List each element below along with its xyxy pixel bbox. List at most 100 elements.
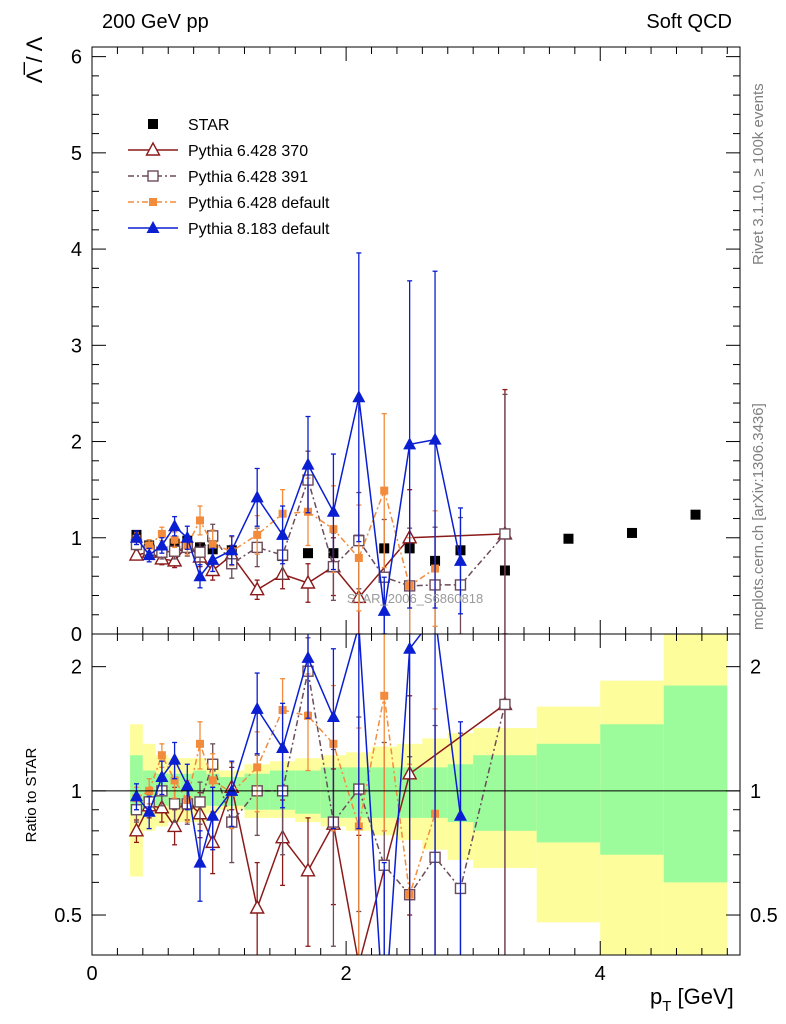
x-tick-label: 0 (86, 963, 97, 985)
rivet-note: Rivet 3.1.10, ≥ 100k events (750, 83, 767, 265)
ratio-p391-point (168, 798, 181, 810)
main-p8-point (352, 390, 366, 403)
main-p8-point (250, 490, 264, 503)
ratio-band-green (600, 724, 664, 855)
main-p8-point (428, 432, 442, 445)
ratio-panel-series (128, 634, 513, 1024)
main-y-tick-label: 2 (71, 432, 82, 454)
ratio-y-tick-label: 1 (71, 781, 82, 803)
axes: 0 2 4 0 1 2 3 4 5 6 0.5 0.5 1 1 2 2 (54, 46, 778, 985)
ratio-y-tick-label: 0.5 (54, 905, 82, 927)
ratio-p8-point (155, 770, 169, 783)
ratio-p8-point (206, 808, 220, 821)
analysis-watermark: STAR_2006_S6860818 (347, 591, 483, 606)
main-p6def-point (380, 486, 389, 495)
ratio-band-green (663, 685, 728, 883)
legend-label: Pythia 8.183 default (188, 221, 330, 238)
main-y-tick-label: 1 (71, 528, 82, 550)
legend-marker (149, 198, 157, 206)
ratio-y-tick-label-right: 1 (750, 781, 761, 803)
main-p370-point (249, 581, 265, 596)
main-p6def-point (145, 541, 154, 550)
ratio-p6def-point (170, 776, 179, 785)
ratio-p8-point (225, 783, 239, 796)
ratio-p8-point (326, 710, 340, 723)
ratio-p6def-point (157, 751, 166, 760)
ratio-p391-point (194, 796, 206, 808)
header-left: 200 GeV pp (102, 11, 209, 33)
ratio-p6def-point (380, 691, 389, 700)
main-star-point (627, 527, 637, 538)
ratio-band-green (295, 770, 321, 814)
legend-label: Pythia 6.428 370 (188, 143, 308, 160)
legend-label: Pythia 6.428 default (188, 195, 330, 212)
ratio-y-axis-label: Ratio to STAR (23, 747, 40, 842)
main-panel-series (128, 252, 701, 634)
ratio-p6def-point (253, 763, 262, 772)
main-p391-line (136, 477, 506, 587)
legend-marker (148, 119, 158, 129)
main-y-tick-label: 6 (71, 47, 82, 69)
ratio-p8-point (250, 701, 264, 714)
main-p8-point (326, 504, 340, 517)
x-tick-label: 4 (595, 963, 606, 985)
legend-item-p8: Pythia 8.183 default (128, 221, 330, 238)
legend-item-p370: Pythia 6.428 370 (128, 141, 308, 160)
ratio-p6def-point (196, 739, 204, 748)
main-p391-point (499, 528, 511, 540)
legend-marker (146, 221, 160, 233)
main-p8-point (453, 553, 467, 566)
legend-marker (145, 141, 161, 156)
main-p8-point (377, 603, 391, 616)
ratio-p8-point (142, 804, 156, 817)
ratio-p370-point (352, 957, 365, 969)
ratio-p370-point (128, 822, 145, 837)
main-p8-point (276, 527, 290, 540)
legend-item-star: STAR (148, 117, 229, 134)
main-p8-point (142, 548, 156, 561)
ratio-p391-point (499, 698, 511, 711)
ratio-p8-point (301, 650, 315, 663)
legend-label: Pythia 6.428 391 (188, 169, 308, 186)
main-p8-point (225, 543, 239, 556)
legend-label: STAR (188, 117, 229, 134)
main-p8-point (206, 552, 220, 565)
ratio-p370-point (166, 817, 183, 833)
main-p8-point (129, 530, 143, 543)
ratio-p8-point (453, 808, 467, 821)
mcplots-note: mcplots.cern.ch [arXiv:1306.3436] (750, 403, 767, 630)
main-p8-point (180, 530, 194, 543)
ratio-uncertainty-bands (130, 634, 728, 955)
main-star-point (303, 548, 313, 559)
ratio-p370-point (300, 862, 316, 877)
main-p6def-point (170, 535, 179, 544)
x-tick-label: 2 (341, 963, 352, 985)
main-p8-point (155, 538, 169, 551)
legend-marker (147, 170, 159, 182)
main-p8-point (168, 519, 182, 532)
main-p6def-point (253, 530, 262, 539)
ratio-series-p8 (129, 634, 467, 1024)
ratio-p8-point (180, 778, 194, 791)
ratio-p8-point (276, 741, 290, 754)
ratio-frame (91, 633, 741, 956)
ratio-p8-point (193, 855, 207, 868)
ratio-p8-point (378, 1018, 391, 1024)
legend-item-p6def: Pythia 6.428 default (128, 195, 330, 212)
ratio-p6def-point (208, 776, 217, 785)
main-p370-point (166, 552, 183, 567)
ratio-p370-point (154, 799, 170, 814)
legend: STAR Pythia 6.428 370 Pythia 6.428 391 Pyth… (128, 117, 330, 238)
ratio-p8-point (129, 789, 143, 802)
main-p8-line (135, 397, 462, 612)
ratio-p370-point (249, 899, 265, 914)
main-y-axis-label: Λ̅ / Λ (22, 36, 47, 83)
main-p6def-point (208, 540, 217, 549)
ratio-p8-point (403, 641, 417, 654)
main-y-tick-label: 0 (71, 624, 82, 646)
main-p391-point (194, 546, 206, 558)
main-p6def-point (157, 529, 166, 538)
main-p6def-point (196, 516, 204, 525)
main-y-tick-label: 5 (71, 143, 82, 165)
main-p370-point (300, 574, 316, 589)
